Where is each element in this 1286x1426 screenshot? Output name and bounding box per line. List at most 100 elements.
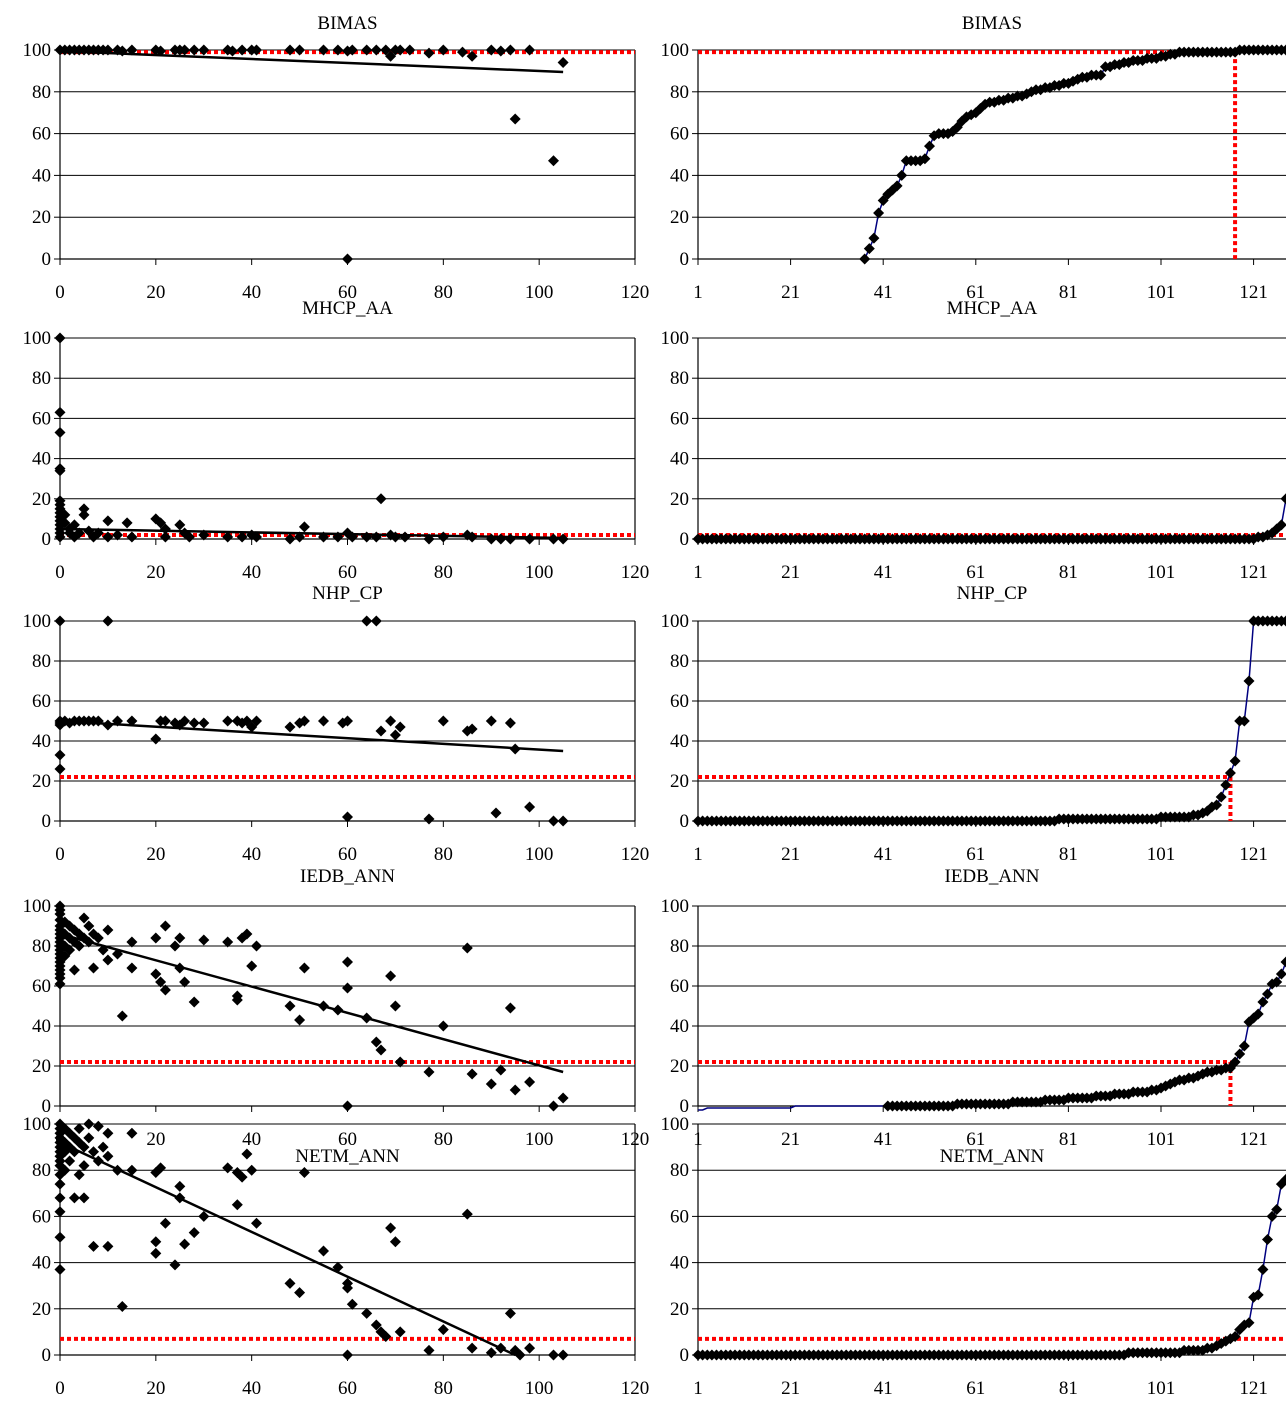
- series-line: [698, 498, 1286, 540]
- data-point: [78, 1141, 90, 1153]
- y-tick-label: 40: [32, 1253, 51, 1274]
- data-point: [251, 715, 262, 727]
- data-point: [1238, 715, 1250, 727]
- y-tick-label: 100: [661, 1114, 690, 1135]
- data-point: [385, 1222, 397, 1234]
- chart-title: IEDB_ANN: [300, 866, 395, 887]
- data-point: [1252, 1008, 1264, 1020]
- data-point: [557, 57, 569, 68]
- data-point: [509, 1084, 521, 1096]
- data-point: [222, 531, 234, 543]
- data-point: [342, 956, 353, 968]
- data-point: [59, 1164, 71, 1176]
- trendline: [59, 527, 564, 540]
- y-tick-label: 20: [670, 771, 689, 792]
- data-point: [188, 44, 200, 56]
- data-point: [88, 1146, 99, 1158]
- data-point: [868, 232, 880, 244]
- data-point: [236, 531, 248, 543]
- data-point: [92, 932, 104, 944]
- data-point: [102, 954, 114, 966]
- y-tick-label: 40: [32, 731, 51, 752]
- x-tick-label: 41: [874, 1378, 893, 1399]
- x-tick-label: 81: [1059, 1129, 1078, 1150]
- x-tick-label: 20: [146, 562, 165, 583]
- data-point: [375, 725, 387, 737]
- x-tick-label: 1: [693, 844, 703, 865]
- x-tick-label: 61: [966, 1378, 985, 1399]
- data-point: [54, 1231, 66, 1243]
- chart-title: NHP_CP: [957, 583, 1028, 604]
- data-point: [188, 996, 200, 1008]
- data-point: [78, 509, 90, 521]
- y-tick-label: 0: [42, 811, 52, 832]
- data-point: [332, 531, 344, 543]
- x-tick-label: 100: [525, 1129, 554, 1150]
- y-tick-label: 100: [661, 611, 690, 632]
- data-point: [83, 1132, 95, 1144]
- data-point: [198, 1210, 210, 1222]
- data-point: [78, 1192, 90, 1204]
- data-point: [169, 1259, 181, 1271]
- data-point: [251, 44, 262, 56]
- data-point: [437, 1020, 449, 1032]
- x-tick-label: 41: [874, 562, 893, 583]
- data-point: [504, 533, 516, 545]
- data-point: [188, 717, 200, 729]
- data-point: [461, 942, 473, 954]
- y-tick-label: 60: [670, 691, 689, 712]
- data-point: [251, 1217, 262, 1229]
- x-tick-label: 40: [242, 844, 261, 865]
- data-point: [54, 427, 66, 438]
- y-tick-label: 20: [670, 489, 689, 510]
- data-point: [466, 50, 478, 62]
- data-point: [169, 940, 181, 952]
- chart-title: NETM_ANN: [295, 1146, 400, 1167]
- data-point: [88, 1240, 99, 1252]
- data-point: [524, 1342, 536, 1354]
- data-point: [1229, 1056, 1241, 1068]
- x-tick-label: 21: [781, 1378, 800, 1399]
- data-point: [404, 44, 416, 56]
- y-tick-label: 100: [661, 328, 690, 349]
- y-tick-label: 80: [670, 1160, 689, 1181]
- data-point: [54, 978, 66, 990]
- data-point: [78, 912, 90, 924]
- x-tick-label: 40: [242, 1378, 261, 1399]
- data-point: [73, 1169, 85, 1181]
- data-point: [1243, 1317, 1255, 1329]
- data-point: [54, 972, 66, 984]
- data-point: [54, 332, 66, 344]
- data-point: [121, 517, 133, 529]
- data-point: [863, 243, 875, 255]
- chart-panel: MHCP_AA 0 20 40 60 80 100 0 20 40 60 80 100 120: [23, 298, 650, 583]
- data-point: [102, 924, 114, 936]
- data-point: [495, 45, 507, 57]
- y-tick-label: 80: [32, 368, 51, 389]
- data-point: [346, 531, 358, 543]
- data-point: [504, 44, 516, 56]
- x-tick-label: 40: [242, 562, 261, 583]
- y-tick-label: 20: [32, 1299, 51, 1320]
- x-tick-label: 101: [1147, 1129, 1176, 1150]
- data-point: [437, 44, 449, 56]
- data-point: [1220, 779, 1232, 791]
- data-point: [1257, 996, 1269, 1008]
- x-tick-label: 41: [874, 1129, 893, 1150]
- y-tick-label: 80: [32, 936, 51, 957]
- y-tick-label: 60: [670, 976, 689, 997]
- data-point: [924, 140, 935, 152]
- data-point: [332, 1004, 344, 1016]
- x-tick-label: 60: [338, 844, 357, 865]
- data-point: [126, 936, 138, 948]
- data-point: [54, 465, 66, 477]
- y-tick-label: 100: [661, 40, 690, 61]
- data-point: [126, 1164, 138, 1176]
- data-point: [318, 1245, 329, 1257]
- data-point: [1234, 1048, 1246, 1060]
- x-tick-label: 101: [1147, 1378, 1176, 1399]
- y-tick-label: 0: [680, 1345, 690, 1366]
